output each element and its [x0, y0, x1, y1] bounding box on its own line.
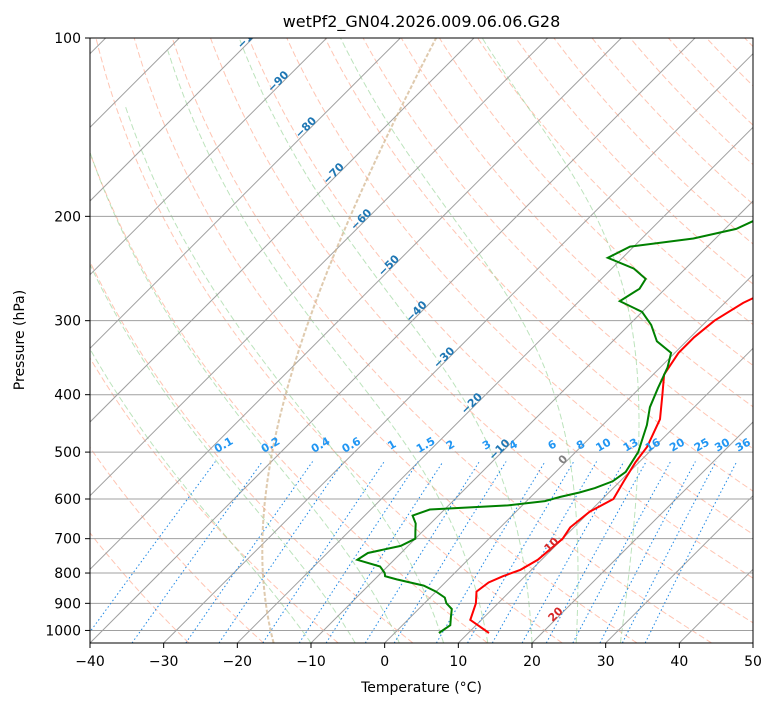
mixing-ratio-line [600, 462, 696, 644]
chart-title: wetPf2_GN04.2026.009.06.06.G28 [283, 12, 561, 32]
x-tick-label: 40 [670, 654, 688, 670]
isotherm-line [0, 38, 400, 643]
temperature-line [470, 38, 775, 633]
isotherm-line [237, 38, 775, 643]
isotherm-line [679, 38, 775, 643]
dry-adiabat-line [20, 38, 413, 643]
isotherm-label: −60 [348, 206, 375, 233]
dry-adiabat-line [668, 38, 775, 643]
x-tick-label: −40 [75, 654, 105, 670]
mixing-ratio-line [299, 462, 418, 644]
wet-bulb-zero-line [262, 38, 436, 643]
moist-adiabat-line [125, 106, 444, 644]
isotherm-line [0, 38, 253, 643]
isotherm-line [90, 38, 695, 643]
moist-adiabat-line [168, 51, 488, 643]
mixing-ratio-line [82, 462, 216, 644]
y-tick-label: 400 [54, 388, 81, 404]
y-axis-label: Pressure (hPa) [12, 290, 28, 390]
y-tick-label: 300 [54, 314, 81, 330]
isotherm-line [532, 38, 775, 643]
mixing-ratio-label: 6 [546, 437, 559, 452]
mixing-ratio-line [645, 462, 737, 644]
mixing-ratio-label: 4 [507, 437, 520, 452]
moist-adiabat-line [239, 38, 532, 643]
dry-adiabat-label: 20 [546, 604, 566, 624]
x-tick-label: −20 [223, 654, 253, 670]
x-tick-label: 50 [744, 654, 762, 670]
mixing-ratio-line [186, 462, 313, 644]
plot-frame [90, 38, 753, 643]
isotherm-line [16, 38, 621, 643]
y-tick-label: 700 [54, 532, 81, 548]
mixing-ratio-line [326, 462, 443, 644]
dry-adiabat-line [745, 38, 775, 643]
dry-adiabat-line [0, 38, 338, 643]
isotherm-line [458, 38, 775, 643]
isotherm-line [0, 38, 327, 643]
y-tick-label: 100 [54, 31, 81, 47]
x-tick-label: 30 [597, 654, 615, 670]
isotherm-line [164, 38, 769, 643]
mixing-ratio-label: 2 [444, 438, 457, 453]
x-axis: −40 −30 −20 −10 0 10 20 30 40 50 [75, 643, 762, 670]
mixing-ratio-line [522, 462, 624, 644]
dry-adiabat-line [134, 38, 637, 643]
x-tick-label: 0 [380, 654, 389, 670]
y-tick-label: 200 [54, 209, 81, 225]
y-tick-label: 500 [54, 445, 81, 461]
x-tick-label: −10 [296, 654, 326, 670]
y-tick-label: 600 [54, 492, 81, 508]
mixing-ratio-line [573, 462, 671, 644]
x-tick-label: −30 [149, 654, 179, 670]
isotherm-label: −80 [293, 114, 320, 141]
dry-adiabat-line [554, 38, 775, 643]
isotherm-label: −70 [320, 160, 347, 187]
y-axis: 100 200 300 400 500 600 700 800 900 1000 [45, 31, 90, 639]
isotherm-line [0, 38, 474, 643]
x-tick-label: 20 [523, 654, 541, 670]
dry-adiabat-line [592, 38, 775, 643]
dry-adiabat-line [0, 38, 264, 643]
isotherm-label: −100 [235, 19, 267, 51]
isotherm-line [753, 38, 775, 643]
mixing-ratio-line [132, 462, 262, 644]
dry-adiabat-line [707, 38, 775, 643]
mixing-ratio-label: 8 [574, 438, 587, 453]
mixing-ratio-line [263, 462, 385, 644]
mixing-ratio-line [436, 462, 545, 644]
isotherm-label: −90 [265, 68, 292, 95]
dry-adiabat-label: 30 [559, 664, 579, 684]
y-tick-label: 1000 [45, 623, 81, 639]
isotherm-label: −30 [431, 344, 458, 371]
mixing-ratio-label: 1 [385, 438, 398, 453]
x-tick-label: 10 [449, 654, 467, 670]
mixing-ratio-line [365, 462, 479, 644]
dry-adiabat-line [0, 38, 189, 643]
x-axis-label: Temperature (°C) [360, 680, 482, 696]
y-tick-label: 900 [54, 596, 81, 612]
y-tick-label: 800 [54, 566, 81, 582]
mixing-ratio-line [492, 462, 596, 644]
